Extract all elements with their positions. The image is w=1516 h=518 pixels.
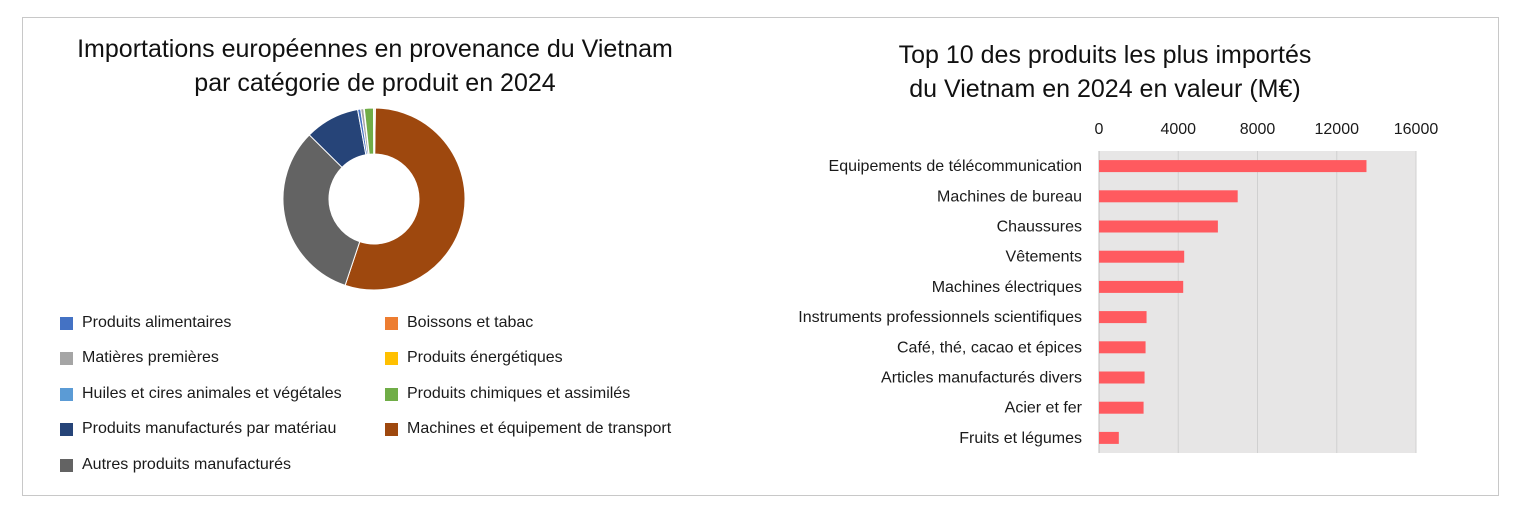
bar-vetements: [1099, 250, 1185, 263]
legend-swatch: [385, 316, 398, 330]
donut-slice-autres-produits-manufactures: [282, 134, 361, 286]
x-tick-label: 8000: [1240, 121, 1276, 138]
donut-slice-produits-energetiques: [373, 107, 376, 155]
legend-label: Boissons et tabac: [407, 314, 534, 331]
legend-label: Matières premières: [82, 349, 219, 366]
donut-title-line-1: Importations européennes en provenance d…: [77, 35, 673, 63]
bar-title-line-1: Top 10 des produits les plus importés: [898, 41, 1312, 69]
bar-fruits-et-legumes: [1099, 431, 1119, 444]
legend-label: Produits alimentaires: [82, 314, 232, 331]
donut-chart: [282, 107, 466, 291]
legend-item-boissons-et-tabac: Boissons et tabac: [385, 311, 533, 335]
bar-machines-electriques: [1099, 280, 1184, 293]
legend-swatch: [385, 422, 398, 436]
legend-label: Autres produits manufacturés: [82, 456, 291, 473]
bar-cafe-the-cacao-et-epices: [1099, 341, 1146, 354]
legend-label: Produits chimiques et assimilés: [407, 385, 631, 402]
legend-item-produits-chimiques-et-assimiles: Produits chimiques et assimilés: [385, 382, 630, 406]
legend-swatch: [60, 316, 73, 330]
category-label: Vêtements: [1006, 249, 1082, 266]
legend-item-huiles-et-cires-animales-et-vegetales: Huiles et cires animales et végétales: [60, 382, 342, 406]
x-tick-label: 12000: [1315, 121, 1360, 138]
x-tick-label: 16000: [1394, 121, 1439, 138]
bar-equipements-de-telecommunication: [1099, 160, 1367, 173]
legend-label: Machines et équipement de transport: [407, 420, 672, 437]
category-label: Articles manufacturés divers: [881, 370, 1082, 387]
bar-instruments-professionnels-scientifiques: [1099, 311, 1147, 324]
bar-chart-title: Top 10 des produits les plus importés du…: [840, 38, 1370, 106]
category-label: Machines électriques: [932, 279, 1082, 296]
legend-item-autres-produits-manufactures: Autres produits manufacturés: [60, 453, 291, 477]
bar-machines-de-bureau: [1099, 190, 1238, 203]
legend-swatch: [385, 387, 398, 401]
category-label: Instruments professionnels scientifiques: [798, 309, 1082, 326]
legend-item-produits-energetiques: Produits énergétiques: [385, 346, 563, 370]
category-label: Machines de bureau: [937, 188, 1082, 205]
legend-label: Produits manufacturés par matériau: [82, 420, 337, 437]
legend-swatch: [60, 351, 73, 365]
donut-chart-title: Importations européennes en provenance d…: [30, 32, 720, 100]
legend-swatch: [60, 422, 73, 436]
legend-label: Produits énergétiques: [407, 349, 563, 366]
category-label: Fruits et légumes: [959, 430, 1082, 447]
x-tick-label: 0: [1095, 121, 1104, 138]
legend-item-produits-alimentaires: Produits alimentaires: [60, 311, 231, 335]
legend-label: Huiles et cires animales et végétales: [82, 385, 342, 402]
category-label: Chaussures: [997, 219, 1082, 236]
x-tick-label: 4000: [1160, 121, 1196, 138]
category-label: Equipements de télécommunication: [829, 158, 1082, 175]
legend-swatch: [385, 351, 398, 365]
bar-title-line-2: du Vietnam en 2024 en valeur (M€): [909, 75, 1301, 103]
bar-acier-et-fer: [1099, 401, 1144, 414]
bar-articles-manufactures-divers: [1099, 371, 1145, 384]
category-label: Acier et fer: [1005, 400, 1083, 417]
legend-swatch: [60, 387, 73, 401]
donut-title-line-2: par catégorie de produit en 2024: [194, 69, 556, 97]
bar-chaussures: [1099, 220, 1218, 233]
legend-item-machines-et-equipement-de-transport: Machines et équipement de transport: [385, 417, 671, 441]
category-label: Café, thé, cacao et épices: [897, 339, 1082, 356]
legend-item-produits-manufactures-par-materiau: Produits manufacturés par matériau: [60, 417, 336, 441]
legend-item-matieres-premieres: Matières premières: [60, 346, 219, 370]
legend-swatch: [60, 458, 73, 472]
